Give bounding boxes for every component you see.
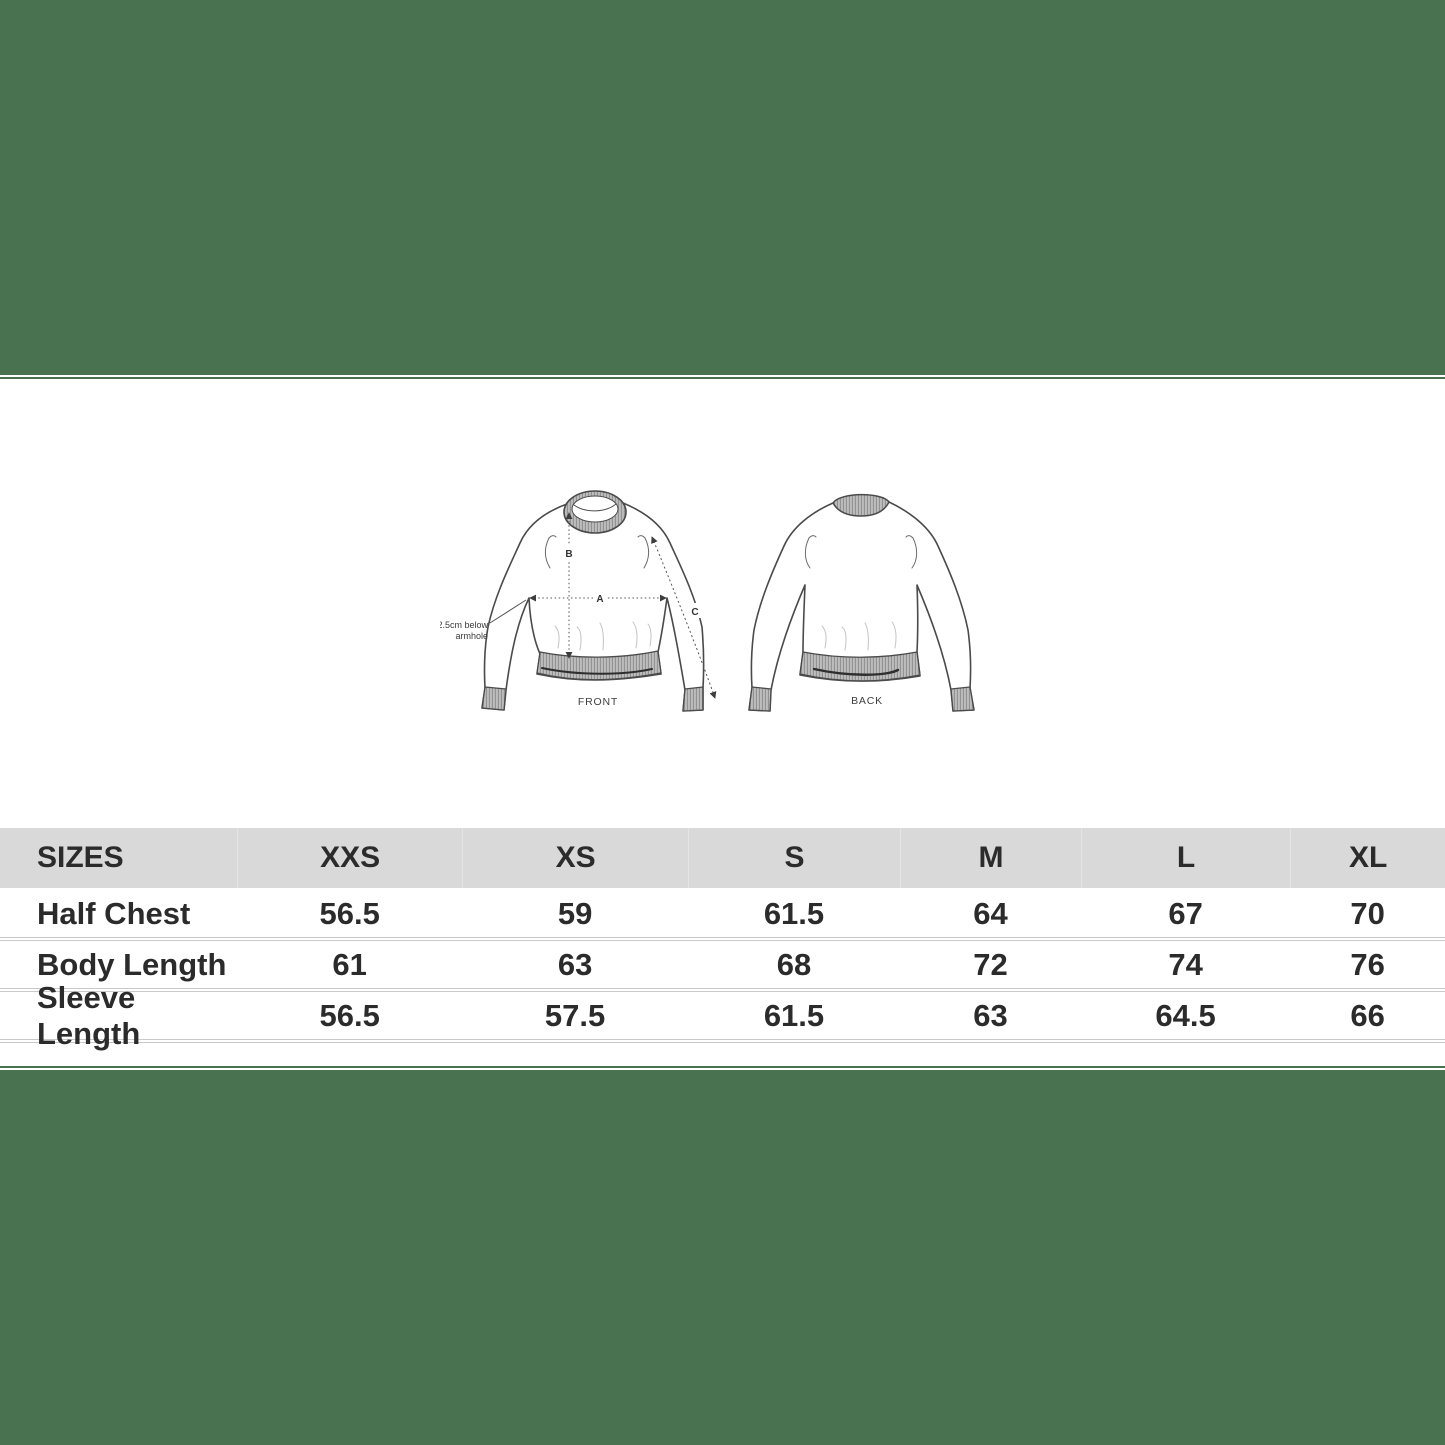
size-table-header: SIZES XXS XS S M L XL	[0, 828, 1445, 888]
table-row-half-chest: Half Chest 56.5 59 61.5 64 67 70	[0, 890, 1445, 937]
value-cell: 59	[557, 895, 593, 931]
top-green-band	[0, 0, 1445, 375]
value-cell: 56.5	[319, 997, 380, 1033]
front-wrinkles	[554, 621, 652, 651]
front-backneck-line	[573, 503, 617, 512]
measure-c-label-bg	[689, 603, 702, 618]
front-right-armhole-seam	[637, 535, 650, 569]
row-label: Sleeve Length	[37, 979, 141, 1051]
header-cell-xl: XL	[1290, 828, 1445, 888]
value-cell: 74	[1168, 946, 1203, 982]
top-green-hairline	[0, 377, 1445, 379]
back-hem-shadow	[812, 667, 900, 676]
front-right-cuff	[682, 686, 704, 712]
table-row-sleeve-length: Sleeve Length 56.5 57.5 61.5 63 64.5 66	[0, 979, 1445, 1051]
header-cell-l: L	[1080, 828, 1291, 888]
value-cell: 61.5	[763, 997, 825, 1033]
bottom-green-hairline	[0, 1066, 1445, 1068]
value-cell: 72	[973, 946, 1008, 982]
value-cell: 56.5	[319, 895, 380, 931]
value-cell: 64.5	[1155, 997, 1216, 1033]
table-bottom-border	[0, 1039, 1445, 1043]
front-neck-opening	[571, 495, 619, 523]
back-right-armhole-seam	[905, 535, 918, 569]
front-caption: FRONT	[578, 696, 618, 708]
measure-a-label: A	[596, 594, 603, 605]
front-left-armhole-seam	[544, 535, 557, 569]
header-gap	[0, 888, 1445, 890]
armhole-note-leader	[489, 599, 527, 624]
value-cell: 64	[973, 895, 1008, 931]
value-cell: 66	[1350, 997, 1385, 1033]
bottom-green-band	[0, 1070, 1445, 1445]
front-hem-shadow	[541, 667, 653, 675]
value-cell: 63	[973, 997, 1008, 1033]
value-cell: 63	[557, 946, 593, 982]
back-caption: BACK	[851, 695, 883, 707]
back-right-cuff	[950, 686, 975, 712]
front-left-cuff	[481, 686, 507, 711]
measure-line-c	[651, 536, 717, 699]
back-collar-rib	[832, 493, 890, 517]
back-sweatshirt-drawing	[748, 493, 975, 712]
value-cell: 61	[332, 946, 367, 982]
sweatshirt-diagram: B A C 2.5cm below armhole FRONT BACK	[440, 480, 1020, 725]
header-cell-xxs: XXS	[236, 828, 462, 888]
measure-c-label: C	[691, 607, 698, 618]
armhole-note-line2: armhole	[455, 631, 488, 641]
table-row-body-length: Body Length 61 63 68 72 74 76	[0, 941, 1445, 988]
row-separator	[0, 937, 1445, 941]
header-cell-s: S	[687, 828, 900, 888]
back-wrinkles	[821, 621, 897, 651]
front-sweatshirt-drawing	[481, 490, 705, 712]
row-label: Half Chest	[37, 895, 191, 931]
row-label: Body Length	[37, 946, 227, 982]
row-separator	[0, 988, 1445, 992]
back-left-cuff	[748, 686, 772, 712]
header-cell-m: M	[900, 828, 1081, 888]
header-cell-xs: XS	[462, 828, 687, 888]
measure-b-label-bg	[562, 544, 576, 561]
value-cell: 76	[1350, 946, 1385, 982]
back-left-armhole-seam	[804, 535, 817, 569]
value-cell: 57.5	[544, 997, 606, 1033]
size-table: SIZES XXS XS S M L XL Half Chest 56.5 59…	[0, 828, 1445, 1051]
measurement-annotations: B A C 2.5cm below armhole FRONT BACK	[440, 512, 883, 708]
measure-a-label-bg	[593, 590, 607, 606]
measure-b-label: B	[565, 549, 572, 560]
armhole-note-line1: 2.5cm below	[440, 620, 488, 630]
value-cell: 68	[776, 946, 812, 982]
value-cell: 67	[1168, 895, 1203, 931]
value-cell: 70	[1350, 895, 1385, 931]
value-cell: 61.5	[763, 895, 825, 931]
header-cell-sizes: SIZES	[37, 841, 124, 874]
